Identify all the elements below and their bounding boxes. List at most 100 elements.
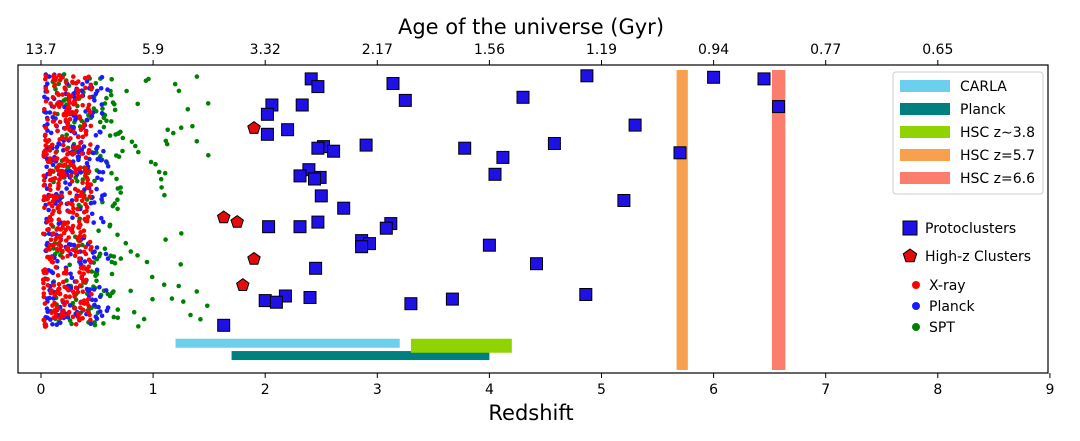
point-planck: [104, 308, 110, 314]
protocluster-marker: [314, 189, 328, 203]
top-tick-label: 3.32: [250, 42, 281, 58]
point-x-ray: [80, 134, 86, 140]
point-x-ray: [63, 136, 69, 141]
point-spt: [109, 119, 114, 124]
point-spt: [107, 133, 113, 138]
point-spt: [115, 206, 120, 212]
point-planck: [89, 297, 95, 303]
point-x-ray: [49, 288, 54, 293]
point-x-ray: [69, 179, 75, 184]
protocluster-marker: [262, 220, 276, 234]
point-x-ray: [58, 237, 63, 243]
point-x-ray: [71, 206, 76, 211]
point-x-ray: [73, 322, 79, 327]
point-x-ray: [58, 201, 64, 206]
point-spt: [162, 192, 167, 198]
point-x-ray: [61, 112, 67, 118]
point-x-ray: [85, 177, 90, 182]
point-planck: [95, 175, 100, 181]
point-x-ray: [61, 142, 66, 148]
point-planck: [55, 258, 60, 264]
point-x-ray: [81, 271, 86, 277]
point-spt: [109, 170, 114, 176]
point-x-ray: [55, 128, 60, 134]
point-x-ray: [75, 235, 80, 241]
protocluster-marker: [311, 80, 325, 94]
point-spt: [108, 92, 114, 98]
point-x-ray: [55, 273, 61, 278]
point-x-ray: [79, 190, 84, 195]
point-x-ray: [41, 178, 47, 183]
protocluster-marker: [311, 141, 325, 155]
point-spt: [190, 123, 195, 129]
legend-label: CARLA: [960, 79, 1007, 95]
point-planck: [99, 215, 104, 221]
point-x-ray: [51, 118, 57, 124]
point-x-ray: [66, 209, 71, 214]
range-planck: [231, 351, 490, 361]
point-x-ray: [45, 117, 50, 122]
point-x-ray: [53, 123, 59, 128]
band-hsc-z-6-6: [771, 70, 786, 370]
point-x-ray: [72, 253, 78, 258]
plot-frame: [17, 64, 1049, 374]
legend-label: Planck: [929, 299, 975, 315]
point-planck: [89, 113, 95, 119]
point-planck: [94, 267, 100, 273]
protocluster-marker: [293, 169, 307, 183]
point-x-ray: [45, 227, 50, 233]
point-spt: [123, 240, 129, 246]
point-spt: [124, 88, 129, 94]
point-x-ray: [50, 193, 55, 199]
point-x-ray: [58, 233, 64, 239]
point-x-ray: [52, 111, 57, 116]
point-x-ray: [45, 283, 51, 288]
point-planck: [100, 170, 106, 175]
protocluster-marker: [359, 138, 373, 152]
point-spt: [114, 176, 119, 182]
point-spt: [109, 77, 114, 82]
point-spt: [101, 124, 107, 130]
point-planck: [66, 242, 72, 247]
point-planck: [44, 164, 49, 170]
point-spt: [107, 222, 113, 228]
point-x-ray: [60, 298, 65, 303]
point-planck: [97, 284, 102, 290]
point-x-ray: [86, 74, 91, 80]
point-spt: [136, 149, 141, 155]
point-spt: [64, 132, 69, 138]
point-x-ray: [77, 256, 82, 261]
point-spt: [102, 246, 108, 251]
top-tick-label: 1.56: [474, 42, 505, 58]
point-x-ray: [65, 152, 70, 157]
point-x-ray: [86, 257, 92, 263]
point-x-ray: [82, 121, 87, 127]
legend-label: SPT: [929, 320, 955, 336]
point-spt: [100, 106, 105, 111]
point-spt: [198, 317, 203, 322]
point-planck: [105, 164, 111, 169]
point-planck: [71, 124, 76, 130]
point-spt: [176, 283, 181, 289]
point-x-ray: [65, 253, 70, 259]
point-x-ray: [43, 98, 49, 104]
legend-protocluster-marker: [902, 220, 918, 236]
point-spt: [169, 296, 175, 301]
point-planck: [56, 221, 62, 226]
point-x-ray: [43, 125, 49, 131]
point-x-ray: [62, 284, 67, 290]
point-spt: [128, 249, 134, 254]
point-x-ray: [85, 301, 90, 306]
point-x-ray: [80, 180, 85, 185]
high-z-cluster-marker: [247, 120, 261, 134]
protocluster-marker: [516, 90, 530, 104]
point-x-ray: [41, 291, 47, 296]
point-x-ray: [76, 134, 81, 140]
point-x-ray: [44, 196, 49, 202]
point-x-ray: [71, 291, 77, 296]
legend-dot-planck: [912, 302, 920, 310]
point-x-ray: [72, 170, 78, 175]
point-x-ray: [57, 291, 63, 297]
point-x-ray: [86, 268, 91, 274]
point-planck: [44, 296, 50, 301]
